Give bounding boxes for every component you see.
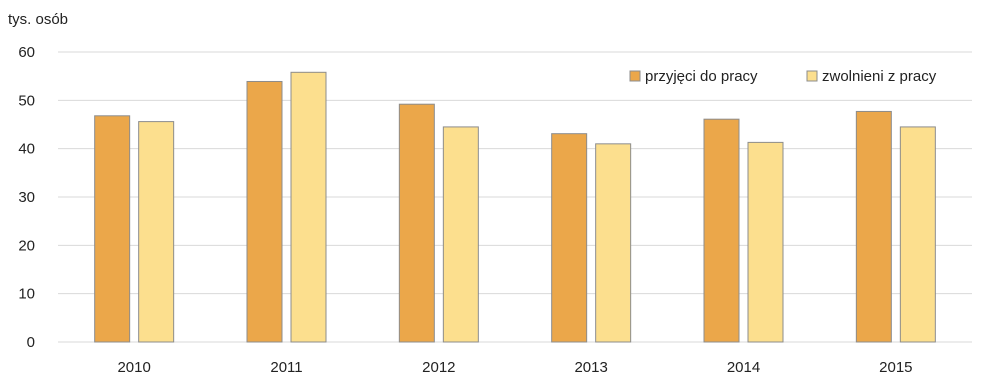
legend: przyjęci do pracy zwolnieni z pracy bbox=[630, 68, 937, 85]
legend-label-przyjeci: przyjęci do pracy bbox=[645, 68, 758, 85]
bars bbox=[95, 72, 936, 342]
y-tick-label: 60 bbox=[18, 44, 35, 61]
y-axis-tick-labels: 0 10 20 30 40 50 60 bbox=[18, 44, 35, 351]
x-tick-label: 2013 bbox=[574, 359, 607, 376]
y-tick-label: 20 bbox=[18, 237, 35, 254]
gridlines bbox=[58, 52, 972, 342]
y-tick-label: 30 bbox=[18, 189, 35, 206]
bar-zwolnieni-2012 bbox=[443, 127, 478, 342]
x-axis-tick-labels: 2010 2011 2012 2013 2014 2015 bbox=[117, 359, 912, 376]
bar-przyjeci-2012 bbox=[399, 104, 434, 342]
bar-przyjeci-2015 bbox=[856, 111, 891, 342]
bar-przyjeci-2010 bbox=[95, 116, 130, 342]
x-tick-label: 2012 bbox=[422, 359, 455, 376]
x-tick-label: 2015 bbox=[879, 359, 912, 376]
bar-zwolnieni-2011 bbox=[291, 72, 326, 342]
y-tick-label: 10 bbox=[18, 286, 35, 303]
bar-przyjeci-2013 bbox=[552, 134, 587, 342]
legend-label-zwolnieni: zwolnieni z pracy bbox=[822, 68, 937, 85]
y-tick-label: 40 bbox=[18, 141, 35, 158]
y-tick-label: 50 bbox=[18, 92, 35, 109]
bar-zwolnieni-2013 bbox=[596, 144, 631, 342]
x-tick-label: 2011 bbox=[270, 359, 302, 376]
legend-swatch-przyjeci bbox=[630, 71, 640, 81]
x-tick-label: 2014 bbox=[727, 359, 760, 376]
bar-zwolnieni-2014 bbox=[748, 142, 783, 342]
y-axis-unit-label: tys. osób bbox=[8, 11, 68, 28]
bar-zwolnieni-2010 bbox=[139, 122, 174, 342]
x-tick-label: 2010 bbox=[117, 359, 150, 376]
bar-przyjeci-2011 bbox=[247, 81, 282, 342]
bar-przyjeci-2014 bbox=[704, 119, 739, 342]
bar-zwolnieni-2015 bbox=[900, 127, 935, 342]
y-tick-label: 0 bbox=[27, 334, 35, 351]
legend-swatch-zwolnieni bbox=[807, 71, 817, 81]
